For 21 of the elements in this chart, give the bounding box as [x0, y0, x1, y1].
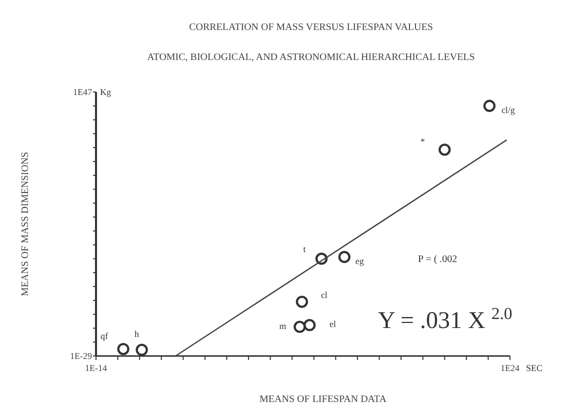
x-axis-title: MEANS OF LIFESPAN DATA — [260, 394, 388, 405]
y-tick-label: 1E47 — [73, 87, 92, 97]
annotation: Y = .031 X $^{2.0}$ — [378, 304, 512, 334]
annotation: Kg — [100, 87, 112, 97]
annotation: cl/g — [501, 104, 516, 115]
x-tick-label: 1E-14 — [85, 363, 108, 373]
annotation: h — [134, 328, 140, 339]
y-tick-label: 1E-29 — [70, 351, 92, 361]
annotation: t — [303, 244, 306, 254]
x-tick-label: 1E24 — [500, 363, 520, 373]
annotation: cl — [320, 290, 328, 300]
text: SEC — [526, 363, 543, 373]
annotation: * — [420, 136, 426, 147]
chart-title: CORRELATION OF MASS VERSUS LIFESPAN VALUES — [189, 22, 433, 33]
annotation: eg — [355, 256, 364, 266]
annotation: P = ( .002 — [418, 254, 458, 265]
annotation: m — [279, 320, 286, 331]
annotation: el — [330, 319, 337, 330]
annotation: qf — [100, 331, 108, 342]
y-axis-title: MEANS OF MASS DIMENSIONS — [20, 152, 31, 296]
chart-subtitle: ATOMIC, BIOLOGICAL, AND ASTRONOMICAL HIERARCHICAL LEVELS — [147, 52, 475, 63]
